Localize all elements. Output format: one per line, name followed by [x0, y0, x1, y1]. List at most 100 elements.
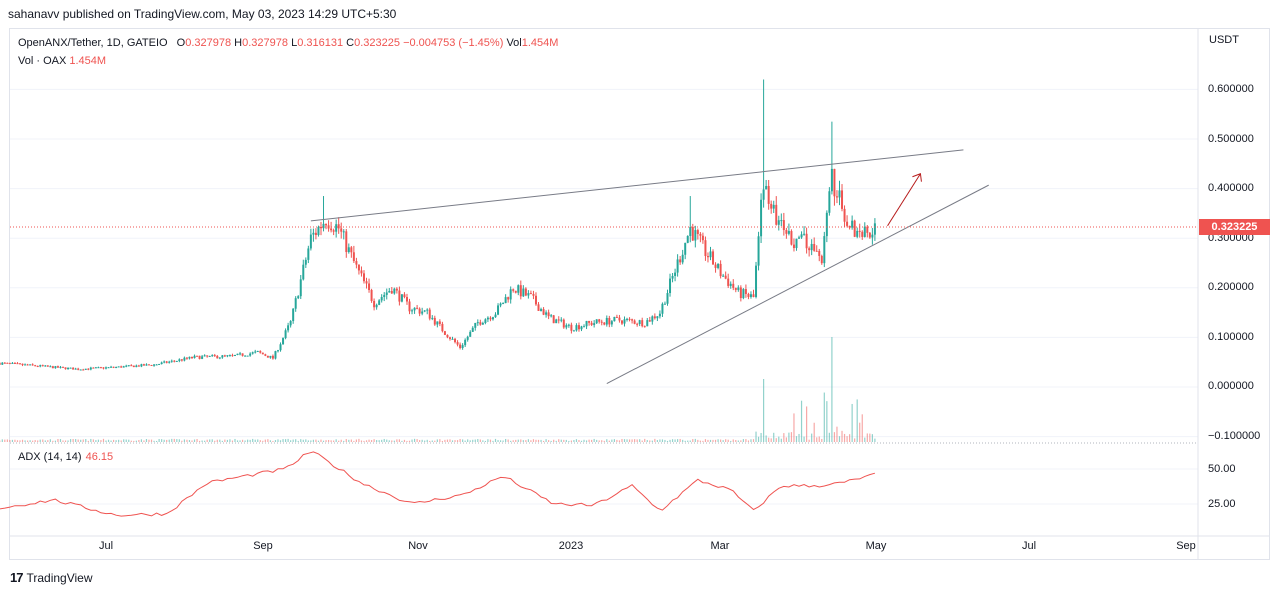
candle-body [383, 294, 386, 298]
volume-bar [833, 432, 836, 442]
volume-bar [795, 436, 798, 442]
volume-bar [757, 436, 760, 442]
candle-body [390, 291, 393, 294]
candle-body [512, 289, 515, 291]
candle-body [178, 359, 181, 361]
volume-bar [785, 437, 787, 442]
candle-body [352, 252, 355, 262]
x-tick: Sep [1176, 540, 1196, 552]
candle-body [856, 230, 859, 237]
volume-bar [26, 440, 29, 442]
candle-body [244, 355, 247, 357]
volume-bar [125, 439, 127, 442]
candle-body [254, 351, 257, 353]
candle-body [790, 231, 793, 245]
candle-body [279, 344, 282, 351]
candle-body [534, 295, 537, 305]
volume-bar [244, 440, 246, 442]
volume-bar [527, 439, 529, 442]
volume-bar [856, 399, 858, 442]
volume-bar [416, 439, 418, 442]
x-tick: Mar [710, 540, 730, 552]
volume-bar [252, 438, 254, 442]
candle-body [706, 256, 709, 258]
candle-body [340, 228, 343, 232]
candle-body [228, 355, 231, 357]
candle-body [190, 356, 193, 359]
volume-bar [798, 433, 800, 442]
candle-body [380, 297, 383, 301]
candle-body [638, 320, 641, 324]
candle-body [46, 365, 49, 367]
volume-bar [166, 439, 168, 442]
candle-body [613, 316, 616, 322]
candle-body [813, 243, 816, 251]
candle-body [643, 326, 646, 328]
candle-body [651, 316, 654, 322]
tradingview-brand[interactable]: 17 TradingView [10, 570, 93, 585]
candle-body [256, 351, 259, 353]
candle-body [211, 355, 214, 357]
candle-body [871, 234, 874, 238]
volume-bars [0, 337, 876, 442]
volume-bar [616, 439, 618, 442]
candle-body [170, 360, 173, 362]
volume-bar [426, 439, 428, 442]
candle-body [785, 230, 788, 234]
volume-bar [441, 440, 443, 442]
adx-legend[interactable]: ADX (14, 14) 46.15 [18, 451, 113, 463]
volume-bar [717, 439, 719, 442]
candle-body [325, 223, 328, 226]
candle-body [497, 305, 500, 315]
volume-bar [49, 439, 51, 442]
volume-bar [793, 413, 795, 442]
volume-bar [732, 439, 734, 442]
candle-body [742, 289, 745, 299]
symbol-legend[interactable]: OpenANX/Tether, 1D, GATEIO O0.327978 H0.… [18, 34, 558, 70]
legend-line-2: Vol · OAX 1.454M [18, 52, 558, 70]
volume-bar [216, 439, 218, 442]
volume-bar [42, 439, 44, 442]
volume-bar [725, 439, 727, 442]
volume-bar [231, 440, 234, 442]
volume-bar [684, 440, 686, 442]
volume-bar [408, 440, 411, 442]
volume-bar [398, 439, 400, 442]
candle-body [502, 303, 505, 305]
volume-bar [130, 440, 132, 442]
candle-body [762, 189, 765, 200]
candle-body [648, 320, 651, 322]
candle-body [873, 223, 876, 235]
volume-bar [813, 422, 815, 442]
volume-bar [656, 440, 658, 442]
projection-arrow [887, 173, 921, 227]
y-tick: 0.000000 [1208, 380, 1254, 392]
candle-body [398, 290, 401, 302]
candle-body [226, 355, 229, 357]
candle-body [433, 317, 436, 325]
volume-bar [75, 439, 77, 442]
candle-body [405, 297, 408, 302]
volume-bar [226, 439, 229, 442]
candle-body [456, 342, 459, 345]
volume-bar [284, 439, 287, 442]
volume-bar [861, 414, 863, 442]
volume-bar [459, 438, 461, 442]
candle-body [438, 321, 441, 324]
volume-bar [765, 435, 767, 442]
candle-body [557, 319, 560, 321]
candle-body [335, 224, 338, 232]
candle-body [112, 366, 115, 368]
volume-bar [254, 439, 256, 442]
candle-body [231, 355, 234, 357]
candle-body [140, 364, 143, 367]
volume-bar [492, 440, 494, 442]
volume-bar [651, 440, 653, 442]
candle-body [82, 369, 85, 371]
volume-bar [287, 438, 289, 442]
legend-low: 0.316131 [297, 37, 344, 49]
volume-bar [778, 436, 780, 442]
candle-body [542, 309, 545, 315]
volume-bar [555, 440, 557, 442]
